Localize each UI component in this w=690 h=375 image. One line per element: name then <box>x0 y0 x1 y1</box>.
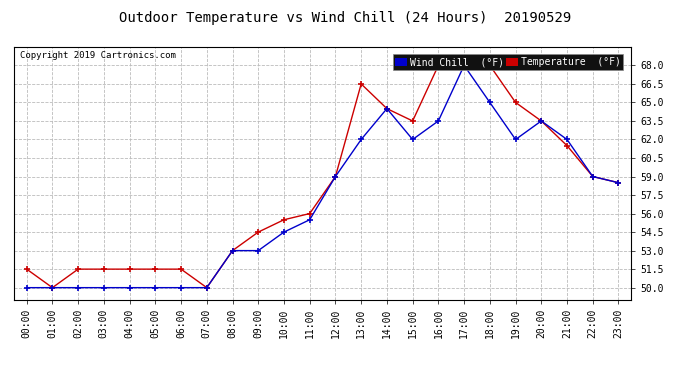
Legend: Wind Chill  (°F), Temperature  (°F): Wind Chill (°F), Temperature (°F) <box>393 54 623 70</box>
Text: Copyright 2019 Cartronics.com: Copyright 2019 Cartronics.com <box>20 51 176 60</box>
Text: Outdoor Temperature vs Wind Chill (24 Hours)  20190529: Outdoor Temperature vs Wind Chill (24 Ho… <box>119 11 571 25</box>
